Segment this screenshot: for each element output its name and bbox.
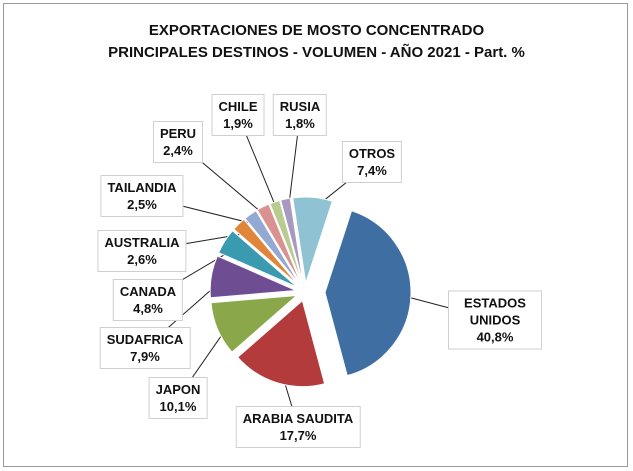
pie-slice xyxy=(269,199,303,284)
label-value: 1,8% xyxy=(285,116,315,131)
label-category: TAILANDIA xyxy=(107,180,177,195)
label-value: 40,8% xyxy=(476,329,514,345)
pie-slice xyxy=(233,218,300,286)
label-category: PERU xyxy=(159,126,197,141)
label-category: ARABIA SAUDITA xyxy=(242,411,354,426)
label-category: CHILE xyxy=(218,99,258,114)
label-value: 2,4% xyxy=(163,143,193,158)
label-value: 2,5% xyxy=(127,197,157,212)
label-category: CANADA xyxy=(119,284,177,299)
label-value: 7,9% xyxy=(130,349,160,364)
pie-slice xyxy=(210,294,299,353)
data-label: AUSTRALIA 2,6% xyxy=(97,230,187,272)
data-label: RUSIA 1,8% xyxy=(272,94,328,136)
label-category: ESTADOS UNIDOS xyxy=(464,295,526,328)
data-label: TAILANDIA 2,5% xyxy=(100,175,184,217)
data-label: CHILE 1,9% xyxy=(211,94,265,136)
pie-slice xyxy=(217,230,298,288)
label-value: 10,1% xyxy=(159,399,197,414)
label-category: SUDAFRICA xyxy=(106,332,184,347)
pie-slice xyxy=(324,210,412,377)
label-category: AUSTRALIA xyxy=(104,235,180,250)
pie-slice xyxy=(280,197,304,284)
chart-subtitle: PRINCIPALES DESTINOS - VOLUMEN - AÑO 202… xyxy=(108,44,525,61)
label-value: 2,6% xyxy=(127,252,157,267)
data-label: ESTADOS UNIDOS 40,8% xyxy=(448,290,542,350)
label-value: 7,4% xyxy=(357,163,387,178)
label-category: OTROS xyxy=(348,146,396,161)
data-label: SUDAFRICA 7,9% xyxy=(99,327,191,369)
pie-slice xyxy=(256,203,302,285)
label-category: JAPON xyxy=(155,382,201,397)
chart-title: EXPORTACIONES DE MOSTO CONCENTRADO xyxy=(148,22,485,39)
data-label: OTROS 7,4% xyxy=(341,141,403,183)
data-label: CANADA 4,8% xyxy=(112,279,184,321)
label-category: RUSIA xyxy=(279,99,321,114)
data-label: ARABIA SAUDITA 17,7% xyxy=(235,406,361,448)
pie-slice xyxy=(209,255,297,299)
pie-slice xyxy=(244,209,301,285)
pie-slice xyxy=(292,196,333,284)
data-label: JAPON 10,1% xyxy=(148,377,208,419)
label-value: 1,9% xyxy=(223,116,253,131)
chart-frame xyxy=(3,3,628,467)
label-value: 4,8% xyxy=(133,301,163,316)
pie-slice xyxy=(236,299,326,388)
data-label: PERU 2,4% xyxy=(152,121,204,163)
label-value: 17,7% xyxy=(279,428,317,443)
